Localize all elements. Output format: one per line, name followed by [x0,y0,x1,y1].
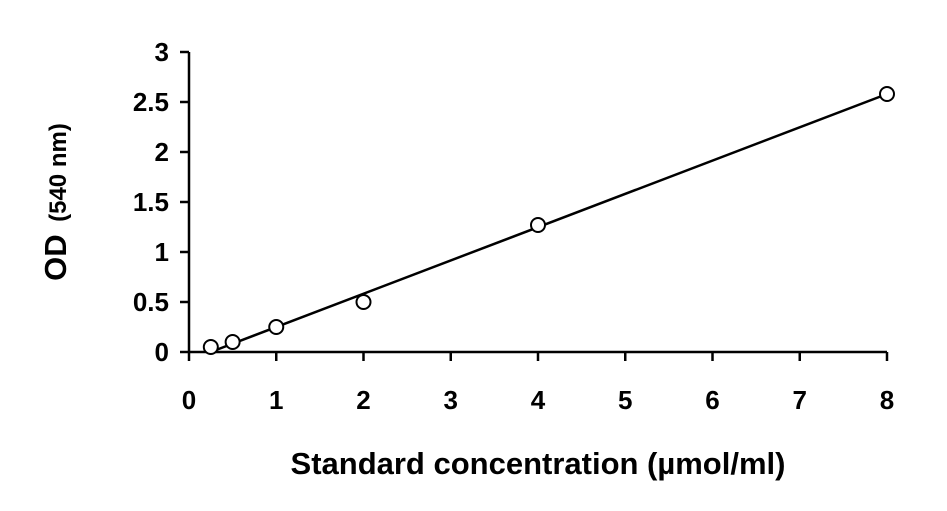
y-axis: 0 0.5 1 1.5 2 2.5 3 [133,37,191,367]
data-point [879,86,895,102]
x-tick-label: 7 [793,385,807,415]
y-axis-title-unit: (540 nm) [45,123,72,222]
trendline [210,92,888,354]
y-tick-label: 1.5 [133,187,169,217]
x-axis-title: Standard concentration (µmol/ml) [291,446,786,481]
x-tick-label: 5 [618,385,632,415]
x-tick-label: 3 [444,385,458,415]
x-tick-label: 8 [880,385,894,415]
data-point [202,339,219,355]
y-axis-title: OD [38,234,73,281]
y-tick-label: 3 [155,37,169,67]
y-tick-label: 0 [155,337,169,367]
plot-area [202,86,895,355]
y-tick-label: 1 [155,237,169,267]
x-tick-label: 6 [705,385,719,415]
x-axis: 0 1 2 3 4 5 6 7 8 [182,350,894,415]
data-point [268,319,285,335]
data-point [355,294,372,310]
svg-text:OD (540 nm): OD (540 nm) [38,123,73,281]
data-point [530,217,546,233]
data-point [224,334,241,350]
y-tick-label: 0.5 [133,287,169,317]
x-tick-label: 1 [269,385,283,415]
x-tick-label: 0 [182,385,196,415]
x-tick-label: 4 [531,385,546,415]
y-tick-label: 2.5 [133,87,169,117]
x-tick-label: 2 [356,385,370,415]
y-tick-label: 2 [155,137,169,167]
y-axis-title-group: OD (540 nm) [38,123,73,281]
